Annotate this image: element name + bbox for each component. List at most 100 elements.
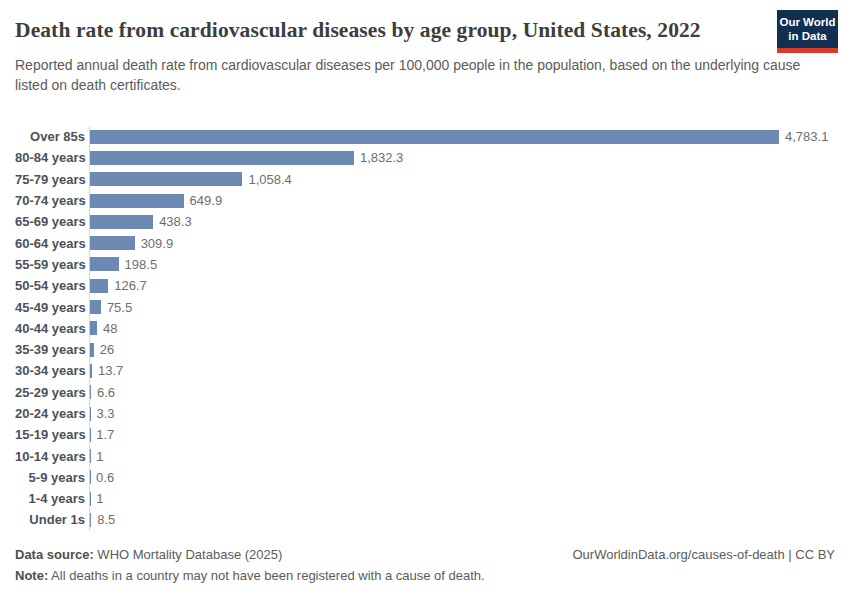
logo-line-1: Our World <box>779 15 835 29</box>
bar[interactable] <box>90 321 97 335</box>
chart-row: 40-44 years 48 <box>15 318 835 339</box>
bar-track: 198.5 <box>89 254 835 275</box>
chart-row: 25-29 years 6.6 <box>15 382 835 403</box>
bar[interactable] <box>90 257 119 271</box>
bar-track: 75.5 <box>89 296 835 317</box>
note-label: Note: <box>15 568 48 583</box>
bar-value-label: 1 <box>96 449 103 464</box>
bar-value-label: 198.5 <box>125 257 158 272</box>
chart-subtitle: Reported annual death rate from cardiova… <box>15 56 815 95</box>
age-group-label: 80-84 years <box>15 150 85 165</box>
bar-value-label: 4,783.1 <box>785 129 828 144</box>
age-group-label: 25-29 years <box>15 385 85 400</box>
chart-footer: Data source: WHO Mortality Database (202… <box>15 544 835 586</box>
bar[interactable] <box>90 513 91 527</box>
chart-row: 35-39 years 26 <box>15 339 835 360</box>
bar-track: 309.9 <box>89 232 835 253</box>
chart-row: 80-84 years 1,832.3 <box>15 147 835 168</box>
age-group-label: Over 85s <box>15 129 85 144</box>
age-group-label: 1-4 years <box>15 491 85 506</box>
data-source-label: Data source: <box>15 547 94 562</box>
age-group-label: 20-24 years <box>15 406 85 421</box>
bar-value-label: 309.9 <box>141 236 174 251</box>
bar-track: 13.7 <box>89 360 835 381</box>
bar[interactable] <box>90 300 101 314</box>
bar-value-label: 48 <box>103 321 117 336</box>
note-line: Note: All deaths in a country may not ha… <box>15 565 485 586</box>
data-source-text: WHO Mortality Database (2025) <box>94 547 283 562</box>
age-group-label: 55-59 years <box>15 257 85 272</box>
owid-logo: Our World in Data <box>777 10 838 53</box>
data-source-line: Data source: WHO Mortality Database (202… <box>15 544 485 565</box>
chart-row: Under 1s 8.5 <box>15 509 835 530</box>
logo-line-2: in Data <box>788 29 826 43</box>
age-group-label: 60-64 years <box>15 236 85 251</box>
chart-header: Death rate from cardiovascular diseases … <box>15 16 835 95</box>
bar[interactable] <box>90 343 94 357</box>
bar-value-label: 438.3 <box>159 214 192 229</box>
bar-track: 8.5 <box>89 509 835 530</box>
bar[interactable] <box>90 279 108 293</box>
bar-track: 649.9 <box>89 190 835 211</box>
age-group-label: 50-54 years <box>15 278 85 293</box>
owid-chart-page: Death rate from cardiovascular diseases … <box>0 0 850 600</box>
bar[interactable] <box>90 364 92 378</box>
chart-title: Death rate from cardiovascular diseases … <box>15 16 735 45</box>
bar[interactable] <box>90 172 242 186</box>
age-group-label: 15-19 years <box>15 427 85 442</box>
chart-row: 70-74 years 649.9 <box>15 190 835 211</box>
chart-row: 10-14 years 1 <box>15 445 835 466</box>
age-group-label: 45-49 years <box>15 300 85 315</box>
chart-row: 50-54 years 126.7 <box>15 275 835 296</box>
bar-track: 126.7 <box>89 275 835 296</box>
bar-value-label: 1.7 <box>96 427 114 442</box>
bar-track: 26 <box>89 339 835 360</box>
chart-row: 45-49 years 75.5 <box>15 296 835 317</box>
bar-track: 1 <box>89 445 835 466</box>
age-group-label: 40-44 years <box>15 321 85 336</box>
bar-value-label: 26 <box>100 342 114 357</box>
chart-row: 15-19 years 1.7 <box>15 424 835 445</box>
bar-track: 1 <box>89 488 835 509</box>
attribution-link[interactable]: OurWorldinData.org/causes-of-death | CC … <box>572 544 835 565</box>
bar-value-label: 75.5 <box>107 300 132 315</box>
bar[interactable] <box>90 385 91 399</box>
bar-value-label: 8.5 <box>97 512 115 527</box>
bar-value-label: 6.6 <box>97 385 115 400</box>
chart-row: 20-24 years 3.3 <box>15 403 835 424</box>
bar[interactable] <box>90 151 354 165</box>
bar-value-label: 649.9 <box>190 193 223 208</box>
bar-track: 0.6 <box>89 467 835 488</box>
chart-row: Over 85s 4,783.1 <box>15 126 835 147</box>
age-group-label: Under 1s <box>15 512 85 527</box>
age-group-label: 35-39 years <box>15 342 85 357</box>
age-group-label: 65-69 years <box>15 214 85 229</box>
bar[interactable] <box>90 215 153 229</box>
bar-track: 3.3 <box>89 403 835 424</box>
bar-value-label: 13.7 <box>98 363 123 378</box>
bar-value-label: 1 <box>96 491 103 506</box>
bar-track: 6.6 <box>89 382 835 403</box>
chart-row: 5-9 years0.6 <box>15 467 835 488</box>
chart-row: 30-34 years13.7 <box>15 360 835 381</box>
bar-value-label: 1,832.3 <box>360 150 403 165</box>
bar-track: 438.3 <box>89 211 835 232</box>
bar-track: 1,832.3 <box>89 147 835 168</box>
age-group-label: 70-74 years <box>15 193 85 208</box>
bar[interactable] <box>90 236 135 250</box>
bar-value-label: 3.3 <box>96 406 114 421</box>
bar[interactable] <box>90 130 779 144</box>
bar-value-label: 0.6 <box>96 470 114 485</box>
chart-row: 55-59 years 198.5 <box>15 254 835 275</box>
chart-row: 65-69 years 438.3 <box>15 211 835 232</box>
age-group-label: 10-14 years <box>15 449 85 464</box>
bar-track: 48 <box>89 318 835 339</box>
age-group-label: 75-79 years <box>15 172 85 187</box>
chart-row: 1-4 years 1 <box>15 488 835 509</box>
chart-row: 60-64 years 309.9 <box>15 232 835 253</box>
note-text: All deaths in a country may not have bee… <box>48 568 485 583</box>
bar[interactable] <box>90 194 184 208</box>
chart-row: 75-79 years1,058.4 <box>15 169 835 190</box>
bar-value-label: 126.7 <box>114 278 147 293</box>
bar-chart: Over 85s 4,783.1 80-84 years 1,832.3 75-79 y… <box>15 126 835 531</box>
